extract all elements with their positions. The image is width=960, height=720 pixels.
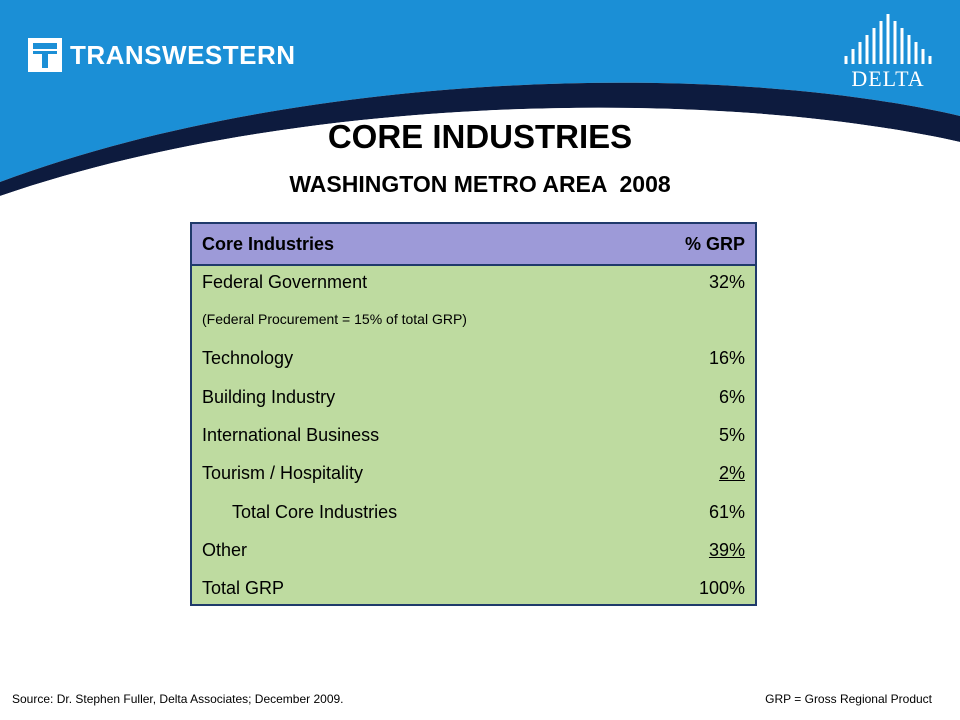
subtitle-year: 2008 <box>619 171 671 197</box>
table-row: International Business 5% <box>202 423 745 447</box>
row-label: Tourism / Hospitality <box>202 462 364 483</box>
transwestern-logo-text: TRANSWESTERN <box>70 39 296 70</box>
row-value: 61% <box>708 501 745 522</box>
header-band <box>0 0 960 200</box>
table-row: Federal Government 32% <box>202 270 745 294</box>
row-label: (Federal Procurement = 15% of total GRP) <box>202 311 467 327</box>
row-label: Technology <box>202 347 294 368</box>
table-row-subtotal: Total Core Industries 61% <box>202 500 745 524</box>
table-header: Core Industries % GRP <box>192 224 755 266</box>
table-row-total: Total GRP 100% <box>202 576 745 600</box>
table-row: Technology 16% <box>202 346 745 370</box>
row-value: 5% <box>718 424 745 445</box>
grp-definition-note: GRP = Gross Regional Product <box>765 692 932 706</box>
row-label: International Business <box>202 424 380 445</box>
column-header-industry: Core Industries <box>202 233 335 254</box>
row-value: 39% <box>708 539 745 560</box>
row-value: 2% <box>718 462 745 483</box>
row-label: Total Core Industries <box>232 501 398 522</box>
row-label: Other <box>202 539 248 560</box>
table-row: Other 39% <box>202 538 745 562</box>
row-label: Federal Government <box>202 271 368 292</box>
row-value: 6% <box>718 386 745 407</box>
source-note: Source: Dr. Stephen Fuller, Delta Associ… <box>12 692 344 706</box>
subtitle-area: WASHINGTON METRO AREA <box>289 171 608 197</box>
row-value: 100% <box>698 577 745 598</box>
delta-logo-text: DELTA <box>851 66 925 91</box>
core-industries-table: Core Industries % GRP Federal Government… <box>190 222 757 606</box>
column-header-grp: % GRP <box>684 233 745 254</box>
row-label: Building Industry <box>202 386 336 407</box>
row-value: 16% <box>708 347 745 368</box>
delta-building-icon <box>844 14 932 64</box>
table-row-note: (Federal Procurement = 15% of total GRP) <box>202 307 745 331</box>
slide-subtitle: WASHINGTON METRO AREA 2008 <box>0 171 960 198</box>
transwestern-t-icon <box>28 38 62 72</box>
slide-title: CORE INDUSTRIES <box>327 118 633 155</box>
transwestern-logo: TRANSWESTERN <box>28 38 296 72</box>
row-value: 32% <box>708 271 745 292</box>
table-row: Building Industry 6% <box>202 385 745 409</box>
row-label: Total GRP <box>202 577 285 598</box>
table-row: Tourism / Hospitality 2% <box>202 461 745 485</box>
